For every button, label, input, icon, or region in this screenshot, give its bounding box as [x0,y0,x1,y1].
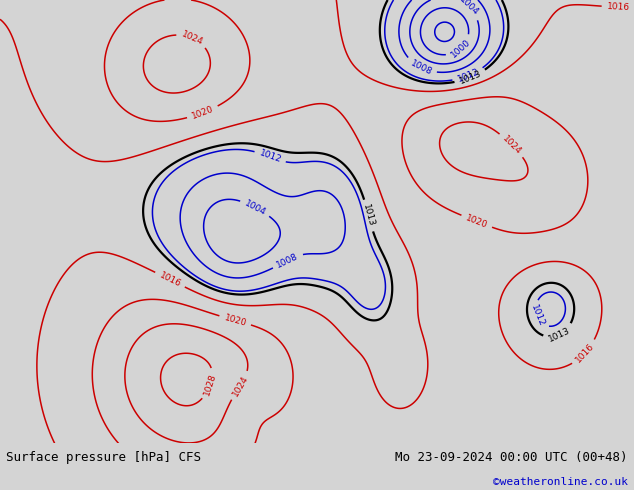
Text: 1000: 1000 [450,37,472,59]
Text: 1008: 1008 [275,251,300,270]
Text: 1020: 1020 [223,313,247,328]
Text: 1013: 1013 [547,326,572,343]
Text: Mo 23-09-2024 00:00 UTC (00+48): Mo 23-09-2024 00:00 UTC (00+48) [395,451,628,464]
Text: 1028: 1028 [203,372,218,396]
Text: 1020: 1020 [464,213,489,230]
Text: ©weatheronline.co.uk: ©weatheronline.co.uk [493,477,628,487]
Text: 1012: 1012 [529,304,545,328]
Text: Surface pressure [hPa] CFS: Surface pressure [hPa] CFS [6,451,202,464]
Text: 1016: 1016 [574,342,596,365]
Text: 1020: 1020 [190,104,215,121]
Text: 1016: 1016 [606,2,630,12]
Text: 1013: 1013 [361,203,376,228]
Text: 1024: 1024 [500,134,523,156]
Text: 1024: 1024 [230,373,250,398]
Text: 1008: 1008 [409,58,434,77]
Text: 1024: 1024 [180,29,205,47]
Text: 1004: 1004 [457,0,480,18]
Text: 1013: 1013 [458,69,482,86]
Text: 1012: 1012 [258,149,282,165]
Text: 1016: 1016 [158,270,183,289]
Text: 1004: 1004 [243,198,268,217]
Text: 1012: 1012 [456,67,481,84]
